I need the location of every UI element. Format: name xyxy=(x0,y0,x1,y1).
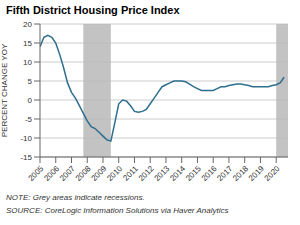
svg-text:PERCENT CHANGE YOY: PERCENT CHANGE YOY xyxy=(8,43,9,137)
svg-text:2006: 2006 xyxy=(42,164,61,183)
svg-text:2007: 2007 xyxy=(58,164,77,183)
html-text:Fifth District Housing Price I: Fifth District Housing Price Index xyxy=(6,4,180,16)
svg-text:2019: 2019 xyxy=(247,164,266,183)
svg-text:2008: 2008 xyxy=(74,164,93,183)
svg-text:2018: 2018 xyxy=(231,164,250,183)
svg-text:-10: -10 xyxy=(20,134,32,143)
svg-text:20: 20 xyxy=(23,20,32,29)
svg-text:-5: -5 xyxy=(25,115,33,124)
svg-text:10: 10 xyxy=(23,58,32,67)
svg-text:2013: 2013 xyxy=(152,164,171,183)
svg-text:2011: 2011 xyxy=(121,164,140,183)
svg-text:2005: 2005 xyxy=(26,164,45,183)
svg-text:15: 15 xyxy=(23,39,32,48)
svg-text:2017: 2017 xyxy=(215,164,234,183)
html-text:NOTE: Grey areas indicate rece: NOTE: Grey areas indicate recessions. xyxy=(6,193,145,202)
svg-text:2014: 2014 xyxy=(168,164,187,183)
svg-text:2016: 2016 xyxy=(200,164,219,183)
svg-text:5: 5 xyxy=(28,77,33,86)
svg-text:2012: 2012 xyxy=(137,164,156,183)
svg-text:2009: 2009 xyxy=(89,164,108,183)
svg-text:2015: 2015 xyxy=(184,164,203,183)
html-text:SOURCE: CoreLogic Information: SOURCE: CoreLogic Information Solutions … xyxy=(6,206,229,215)
svg-text:2020: 2020 xyxy=(263,164,282,183)
svg-text:-15: -15 xyxy=(20,153,32,162)
svg-text:2010: 2010 xyxy=(105,164,124,183)
svg-text:0: 0 xyxy=(28,96,33,105)
